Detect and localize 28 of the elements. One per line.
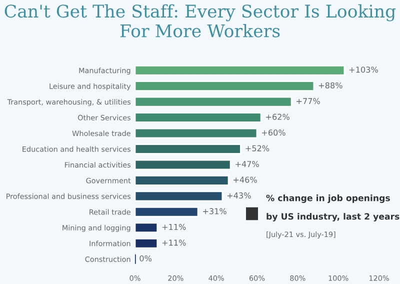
bar <box>135 175 230 186</box>
data-label: +103% <box>349 66 378 73</box>
data-label: +77% <box>296 98 320 104</box>
bar <box>135 238 158 249</box>
data-label: +46% <box>234 176 257 183</box>
data-label: +11% <box>162 240 186 246</box>
annotation: by US industry, last 2 years <box>266 213 400 222</box>
data-label: +52% <box>246 145 270 152</box>
bar <box>135 80 315 92</box>
bar <box>135 159 232 170</box>
data-label: +62% <box>266 114 290 120</box>
bar <box>135 144 242 154</box>
bar <box>135 128 258 139</box>
bar <box>135 96 292 108</box>
data-label: +47% <box>236 160 259 168</box>
bar <box>135 222 158 234</box>
bar <box>135 206 199 218</box>
bar <box>135 112 262 123</box>
data-label: 0% <box>140 255 152 262</box>
data-label: +88% <box>318 82 342 88</box>
data-label: +31% <box>203 208 226 214</box>
data-label: +60% <box>262 130 286 136</box>
data-label: +43% <box>227 192 251 199</box>
bar <box>135 190 224 202</box>
data-label: +11% <box>162 224 186 230</box>
chart-title: Can't Get The Staff: Every Sector Is Looking For More Workers <box>4 4 396 38</box>
bar <box>135 64 346 76</box>
annotation: % change in job openings <box>266 194 390 203</box>
